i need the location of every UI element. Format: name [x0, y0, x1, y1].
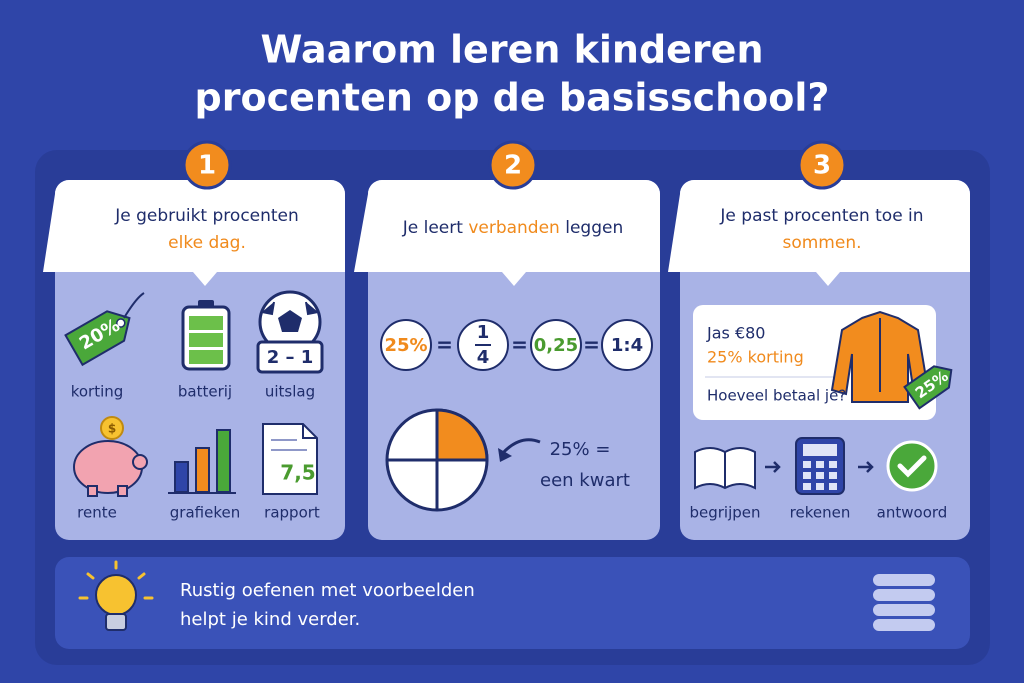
panel-3-graphics [693, 305, 953, 495]
heading-part: elke dag. [168, 233, 246, 253]
card-heading: Je past procenten toe in [719, 206, 923, 226]
quarter-note: een kwart [540, 470, 630, 491]
arrow-head [498, 448, 512, 462]
panel-number: 2 [504, 151, 522, 181]
piggy-bank-icon [73, 416, 148, 497]
fraction-denominator: 4 [477, 347, 490, 368]
card-heading: elke dag. [168, 233, 246, 253]
step-label: begrijpen [689, 504, 760, 522]
card-heading: Je gebruikt procenten [114, 206, 299, 226]
equals-sign: = [583, 333, 600, 357]
jacket-icon [830, 310, 930, 403]
arrow [500, 438, 541, 456]
card-heading: Je leert verbanden leggen [402, 218, 624, 238]
tip-background [55, 557, 970, 649]
bar-chart-icon [168, 429, 236, 494]
book-icon [694, 447, 756, 490]
heading-part: Je past procenten toe in [719, 206, 923, 226]
item-label: rapport [264, 504, 320, 522]
heading-part: verbanden [468, 218, 560, 238]
term-circle [601, 319, 653, 371]
item-label: grafieken [170, 504, 240, 522]
term-circle [380, 319, 432, 371]
heading-part: Je leert [402, 218, 469, 238]
equals-sign: = [436, 333, 453, 357]
number-badge [797, 140, 847, 190]
card-header [668, 180, 970, 286]
problem-discount: 25% korting [707, 348, 804, 367]
step-arrow [765, 461, 781, 473]
card-header [43, 180, 345, 286]
card-heading: sommen. [782, 233, 861, 253]
report-icon [262, 423, 318, 495]
panel-number: 1 [198, 151, 216, 181]
term-circle [530, 319, 582, 371]
item-label: uitslag [265, 383, 315, 401]
panel-2-graphics [380, 319, 653, 512]
step-label: antwoord [877, 504, 948, 522]
grade-text: 7,5 [280, 461, 315, 485]
heading-part: sommen. [782, 233, 861, 253]
pie-quarter [435, 408, 489, 462]
coin-text: $ [108, 422, 116, 436]
lightbulb-icon [78, 560, 154, 631]
term-text: 25% [384, 335, 427, 356]
title: procenten op de basisschool? [195, 76, 830, 120]
card-header [354, 180, 660, 286]
score-text: 2 – 1 [267, 347, 314, 368]
price-tag-icon [64, 310, 131, 367]
calculator-icon [795, 437, 845, 495]
problem-question: Hoeveel betaal je? [707, 387, 846, 405]
battery-icon [181, 300, 231, 371]
panel-1-icons [64, 290, 324, 497]
step-label: rekenen [790, 504, 851, 522]
number-badge [488, 140, 538, 190]
quarter-note: 25% = [550, 439, 611, 460]
heading-part: Je gebruikt procenten [114, 206, 299, 226]
tag-string [123, 292, 145, 319]
problem-item: Jas €80 [706, 324, 765, 343]
tip-text: Rustig oefenen met voorbeelden [180, 580, 475, 601]
item-label: korting [71, 383, 124, 401]
tip-box [55, 557, 970, 649]
football-icon [256, 290, 324, 374]
heading-part: leggen [560, 218, 623, 238]
step-arrow [858, 461, 874, 473]
check-icon [886, 440, 938, 492]
books-icon [871, 572, 937, 633]
fraction-numerator: 1 [477, 322, 490, 343]
item-label: batterij [178, 383, 232, 401]
item-label: rente [77, 504, 117, 522]
price-tag-icon [903, 365, 953, 410]
term-text: 1:4 [611, 335, 643, 356]
equals-sign: = [511, 333, 528, 357]
term-text: 0,25 [534, 335, 578, 356]
title: Waarom leren kinderen [261, 28, 764, 72]
number-badge [182, 140, 232, 190]
tip-text: helpt je kind verder. [180, 609, 360, 630]
panel-number: 3 [813, 151, 831, 181]
